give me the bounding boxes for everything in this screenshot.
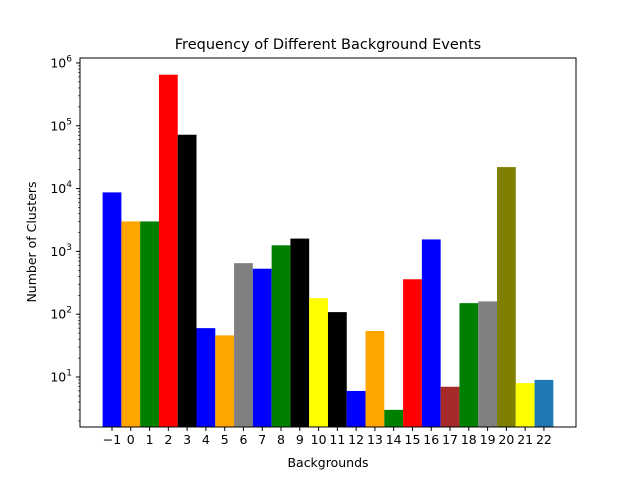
bar-21 bbox=[496, 167, 516, 427]
bar-7 bbox=[234, 263, 253, 427]
x-tick-label: 18 bbox=[461, 432, 477, 447]
x-tick-label: −1 bbox=[103, 432, 121, 447]
x-tick-label: 19 bbox=[480, 432, 496, 447]
x-tick-label: 5 bbox=[221, 432, 229, 447]
x-tick-label: 7 bbox=[258, 432, 266, 447]
bar-14 bbox=[365, 331, 385, 427]
bar-9 bbox=[271, 245, 291, 427]
bar-4 bbox=[177, 134, 197, 428]
x-tick-label: 8 bbox=[277, 432, 285, 447]
bars-group bbox=[102, 74, 554, 428]
bar-15 bbox=[384, 409, 404, 427]
y-ticks-group: 101 102 103 104 105 106 bbox=[50, 54, 80, 422]
chart-title: Frequency of Different Background Events bbox=[175, 37, 481, 53]
x-tick-label: 4 bbox=[202, 432, 210, 447]
bar-0 bbox=[102, 192, 122, 427]
y-tick-label: 101 bbox=[50, 369, 72, 385]
bar-13 bbox=[346, 390, 366, 427]
bar-2 bbox=[140, 221, 159, 427]
x-tick-label: 20 bbox=[498, 432, 514, 447]
y-axis-label: Number of Clusters bbox=[24, 181, 39, 302]
x-tick-label: 3 bbox=[183, 432, 191, 447]
y-tick-label: 105 bbox=[50, 117, 72, 133]
bar-20 bbox=[478, 301, 497, 427]
bar-3 bbox=[158, 74, 178, 427]
bar-6 bbox=[215, 335, 235, 427]
x-tick-label: 6 bbox=[239, 432, 247, 447]
y-tick-label: 103 bbox=[50, 243, 72, 259]
bar-19 bbox=[459, 303, 479, 427]
x-tick-label: 1 bbox=[146, 432, 154, 447]
x-tick-label: 9 bbox=[296, 432, 304, 447]
x-tick-label: 12 bbox=[348, 432, 364, 447]
x-axis-label: Backgrounds bbox=[287, 455, 368, 470]
x-tick-label: 22 bbox=[536, 432, 552, 447]
bar-8 bbox=[252, 268, 272, 427]
bar-18 bbox=[440, 386, 460, 427]
bar-22 bbox=[515, 383, 535, 427]
bar-23 bbox=[534, 379, 554, 427]
bar-12 bbox=[327, 312, 347, 427]
y-tick-label: 106 bbox=[50, 54, 72, 70]
x-tick-label: 10 bbox=[311, 432, 327, 447]
x-ticks-group: −1 0 1 2 3 4 5 6 7 8 9 10 11 12 13 14 15 16 17 18 19 20 21 22 bbox=[103, 427, 552, 447]
plot-frame bbox=[79, 57, 577, 428]
x-tick-label: 17 bbox=[442, 432, 458, 447]
y-tick-label: 104 bbox=[50, 180, 72, 196]
y-tick-label: 102 bbox=[50, 306, 72, 322]
x-tick-label: 15 bbox=[405, 432, 421, 447]
bar-10 bbox=[290, 238, 310, 427]
x-tick-label: 13 bbox=[367, 432, 383, 447]
x-tick-label: 0 bbox=[127, 432, 135, 447]
x-tick-label: 21 bbox=[517, 432, 533, 447]
bar-17 bbox=[421, 239, 441, 427]
bar-5 bbox=[196, 328, 216, 427]
x-tick-label: 14 bbox=[386, 432, 402, 447]
bar-11 bbox=[309, 298, 328, 427]
x-tick-label: 2 bbox=[164, 432, 172, 447]
bar-1 bbox=[121, 221, 141, 427]
x-tick-label: 11 bbox=[329, 432, 345, 447]
x-tick-label: 16 bbox=[423, 432, 439, 447]
bar-16 bbox=[403, 279, 422, 427]
